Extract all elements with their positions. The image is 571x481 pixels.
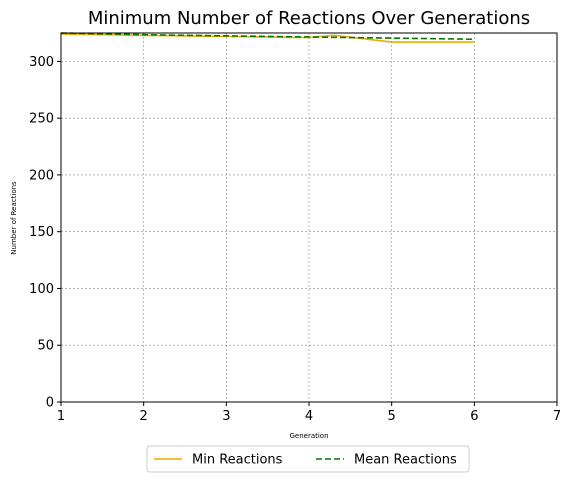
chart-title: Minimum Number of Reactions Over Generat…	[88, 8, 530, 29]
x-tick-label: 5	[388, 409, 396, 424]
legend-label: Mean Reactions	[354, 453, 457, 468]
series-line-mean-reactions	[60, 32, 475, 41]
x-tick-label: 3	[222, 409, 230, 424]
y-tick-label: 50	[37, 339, 54, 354]
grid-lines	[60, 33, 558, 403]
y-tick-label: 100	[29, 282, 54, 297]
series-lines	[60, 32, 475, 43]
y-axis-label: Number of Reactions	[10, 181, 18, 255]
x-tick-label: 2	[140, 409, 148, 424]
legend-box	[146, 445, 470, 473]
y-tick-label: 250	[29, 112, 54, 127]
y-tick-label: 200	[29, 168, 54, 183]
y-tick-label: 150	[29, 225, 54, 240]
x-tick-label: 1	[57, 409, 65, 424]
x-tick-label: 6	[470, 409, 478, 424]
x-axis-label: Generation	[289, 432, 328, 440]
legend: Min Reactions Mean Reactions	[146, 445, 470, 473]
x-tick-label: 7	[553, 409, 561, 424]
y-tick-label: 300	[29, 55, 54, 70]
y-tick-label: 0	[46, 396, 54, 411]
legend-label: Min Reactions	[192, 453, 283, 468]
x-tick-label: 4	[305, 409, 313, 424]
axis-ticks: 1 2 3 4 5 6 7 0 50 100 150 200 250 300	[29, 55, 561, 424]
